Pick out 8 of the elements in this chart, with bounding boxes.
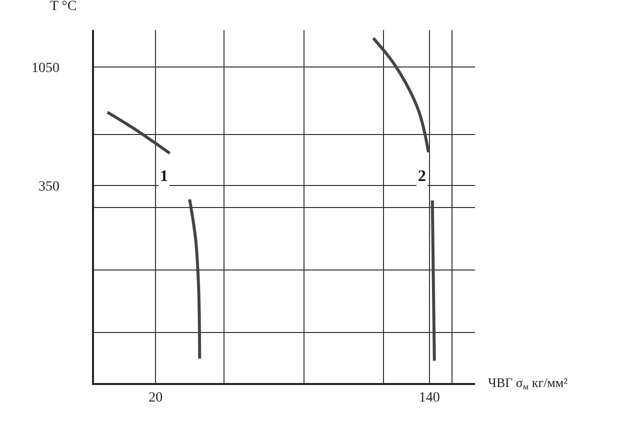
x-tick-label: 20 <box>148 390 163 406</box>
x-tick-label: 140 <box>418 390 440 406</box>
y-tick-label: 350 <box>38 179 60 194</box>
y-tick-label: 1050 <box>31 61 60 76</box>
series-label: 2 <box>418 168 426 185</box>
y-axis-title: T °C <box>50 0 77 14</box>
x-axis-title: ЧВГ σ$_{м}$ кг/мм² <box>488 375 568 392</box>
series-label: 1 <box>160 168 168 185</box>
